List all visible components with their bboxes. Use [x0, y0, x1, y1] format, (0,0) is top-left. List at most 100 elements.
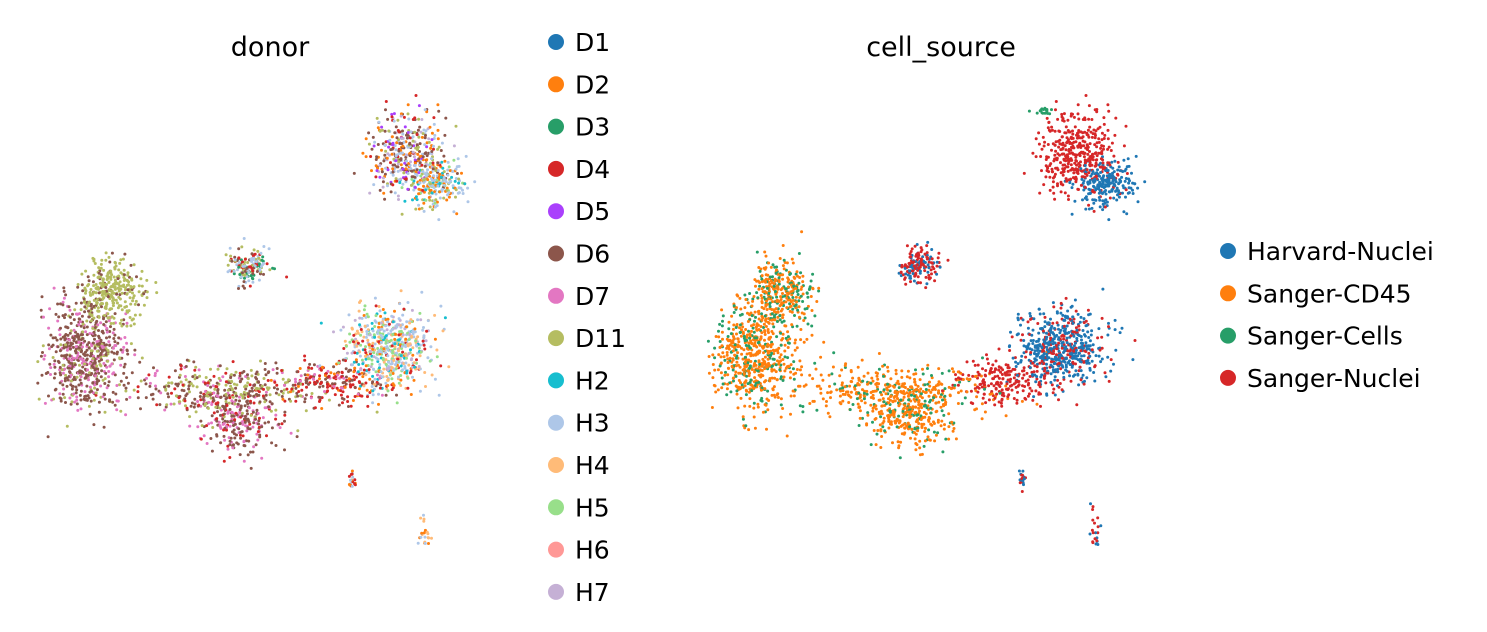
- scatter-point: [257, 262, 261, 266]
- scatter-point: [364, 357, 368, 361]
- scatter-point: [193, 397, 197, 401]
- scatter-point: [75, 388, 79, 392]
- scatter-point: [231, 430, 234, 434]
- scatter-point: [47, 343, 51, 347]
- scatter-point: [390, 152, 394, 156]
- scatter-point: [415, 198, 419, 202]
- scatter-point: [432, 116, 436, 120]
- scatter-point: [125, 341, 129, 345]
- scatter-point: [355, 329, 359, 333]
- scatter-point: [901, 273, 905, 277]
- scatter-point: [397, 381, 401, 385]
- scatter-point: [1088, 125, 1092, 129]
- scatter-point: [240, 245, 244, 249]
- scatter-point: [344, 344, 348, 348]
- scatter-point: [111, 304, 115, 308]
- scatter-point: [756, 405, 760, 409]
- scatter-point: [180, 388, 184, 392]
- scatter-point: [1092, 371, 1096, 374]
- scatter-point: [719, 371, 723, 375]
- scatter-point: [394, 154, 398, 158]
- scatter-point: [1127, 186, 1131, 190]
- scatter-point: [246, 426, 250, 430]
- scatter-point: [391, 327, 395, 331]
- scatter-point: [371, 329, 375, 333]
- scatter-point: [104, 353, 108, 357]
- scatter-point: [206, 381, 210, 385]
- scatter-point: [87, 341, 91, 345]
- scatter-point: [71, 345, 75, 349]
- scatter-point: [226, 388, 230, 392]
- scatter-point: [98, 281, 102, 285]
- scatter-point: [386, 184, 389, 188]
- scatter-point: [367, 343, 371, 347]
- scatter-point: [1064, 148, 1068, 152]
- scatter-point: [129, 342, 133, 346]
- scatter-point: [925, 251, 929, 255]
- scatter-point: [188, 424, 192, 428]
- scatter-point: [238, 379, 242, 383]
- scatter-point: [126, 283, 130, 287]
- scatter-point: [242, 459, 246, 463]
- scatter-point: [751, 353, 755, 357]
- scatter-point: [117, 268, 121, 272]
- scatter-point: [83, 398, 87, 402]
- scatter-point: [81, 345, 84, 349]
- scatter-point: [125, 305, 129, 308]
- scatter-point: [418, 181, 422, 185]
- scatter-point: [75, 395, 79, 399]
- scatter-point: [383, 311, 387, 315]
- scatter-point: [373, 377, 377, 381]
- scatter-point: [232, 443, 235, 447]
- scatter-point: [463, 182, 467, 186]
- scatter-point: [124, 288, 127, 292]
- scatter-point: [415, 168, 419, 172]
- scatter-point: [935, 272, 939, 276]
- scatter-point: [436, 147, 440, 151]
- scatter-point: [406, 131, 410, 134]
- scatter-point: [430, 536, 433, 540]
- scatter-point: [139, 407, 142, 411]
- scatter-point: [455, 172, 459, 175]
- scatter-point: [838, 394, 842, 398]
- scatter-point: [927, 428, 931, 432]
- scatter-point: [105, 326, 109, 330]
- scatter-point: [422, 519, 426, 523]
- scatter-point: [373, 319, 377, 323]
- scatter-point: [309, 396, 313, 400]
- scatter-point: [357, 363, 361, 366]
- scatter-point: [910, 247, 914, 251]
- scatter-point: [347, 313, 351, 317]
- scatter-point: [1106, 333, 1110, 337]
- scatter-point: [400, 186, 404, 190]
- scatter-point: [408, 136, 412, 140]
- scatter-point: [795, 324, 799, 328]
- scatter-point: [356, 370, 360, 374]
- scatter-point: [59, 343, 63, 347]
- scatter-point: [145, 296, 149, 300]
- scatter-point: [1001, 377, 1005, 381]
- scatter-point: [417, 203, 421, 207]
- scatter-point: [741, 417, 745, 421]
- scatter-point: [179, 380, 183, 384]
- scatter-point: [768, 305, 772, 308]
- scatter-point: [411, 139, 415, 143]
- scatter-point: [181, 383, 185, 387]
- scatter-point: [411, 150, 415, 154]
- scatter-point: [85, 358, 89, 362]
- scatter-point: [414, 339, 418, 343]
- scatter-point: [1114, 348, 1118, 352]
- scatter-point: [43, 401, 47, 405]
- scatter-point: [313, 373, 317, 376]
- scatter-point: [755, 250, 759, 254]
- scatter-point: [411, 118, 415, 121]
- scatter-point: [384, 324, 388, 328]
- scatter-point: [422, 184, 425, 188]
- scatter-point: [125, 376, 129, 380]
- scatter-point: [110, 315, 114, 319]
- scatter-point: [212, 399, 216, 402]
- scatter-point: [1088, 150, 1091, 153]
- scatter-point: [122, 273, 126, 277]
- scatter-point: [304, 381, 308, 385]
- scatter-point: [305, 377, 309, 381]
